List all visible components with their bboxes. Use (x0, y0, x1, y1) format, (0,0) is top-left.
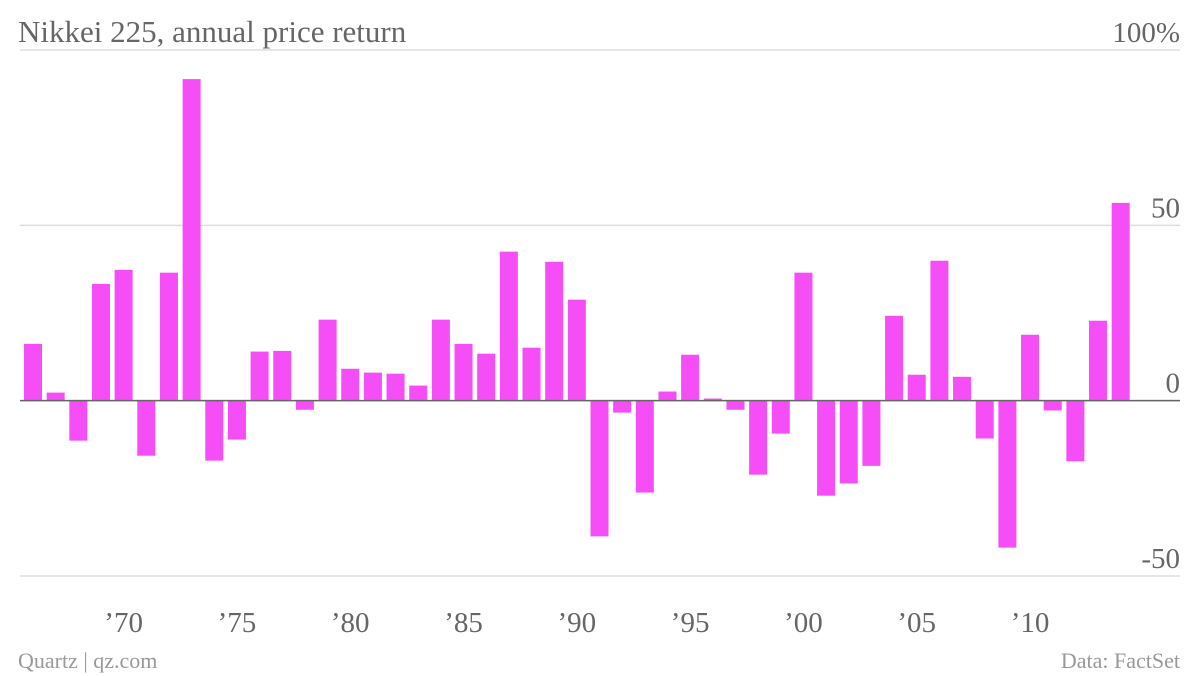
bar (885, 315, 904, 401)
y-tick-label: -50 (1141, 543, 1180, 575)
y-tick-label: 50 (1151, 192, 1180, 224)
bar (522, 347, 541, 401)
y-tick-label: 0 (1166, 368, 1181, 400)
source: Data: FactSet (1061, 648, 1180, 673)
bar (1066, 400, 1085, 462)
bar (363, 372, 382, 401)
bar (658, 391, 677, 401)
bar (613, 400, 632, 413)
bar (454, 343, 473, 401)
bar (635, 400, 654, 493)
bar (182, 79, 201, 401)
x-tick-label: ’70 (104, 607, 143, 639)
bar (930, 260, 949, 401)
bar (431, 319, 450, 401)
y-tick-label: 100% (1112, 17, 1180, 49)
x-tick-label: ’05 (897, 607, 936, 639)
chart-title: Nikkei 225, annual price return (18, 14, 407, 49)
bar (862, 400, 881, 466)
bar (953, 376, 972, 401)
bar (205, 400, 224, 461)
bar (590, 400, 609, 537)
bar (386, 373, 405, 401)
bar (1043, 400, 1062, 411)
bar (567, 299, 586, 401)
bar (998, 400, 1017, 548)
bar (1111, 202, 1130, 401)
bar (69, 400, 88, 441)
x-tick-label: ’90 (558, 607, 597, 639)
bar (341, 368, 360, 401)
x-tick-label: ’75 (218, 607, 257, 639)
bar (159, 272, 178, 401)
bar (794, 272, 813, 401)
bar (499, 251, 518, 401)
bar (24, 343, 42, 401)
bar (1021, 334, 1040, 401)
bar (295, 400, 314, 410)
bar (726, 400, 745, 410)
bar (907, 374, 926, 401)
bar (273, 350, 292, 401)
bar (703, 398, 722, 401)
bar (227, 400, 246, 440)
x-tick-label: ’10 (1011, 607, 1050, 639)
bar (114, 269, 133, 401)
x-tick-label: ’95 (671, 607, 710, 639)
bar (771, 400, 790, 434)
bar (817, 400, 836, 496)
bar (409, 385, 428, 401)
bar (1089, 320, 1108, 401)
x-tick-label: ’00 (784, 607, 823, 639)
bar (975, 400, 994, 439)
bar (46, 392, 65, 401)
bar (545, 261, 564, 401)
x-tick-label: ’80 (331, 607, 370, 639)
bar (839, 400, 858, 484)
bar (137, 400, 156, 456)
bar (318, 319, 337, 401)
bar (681, 354, 700, 401)
x-tick-label: ’85 (444, 607, 483, 639)
credit: Quartz | qz.com (18, 648, 157, 673)
bar (250, 351, 269, 401)
bar (91, 283, 110, 401)
bar (749, 400, 768, 475)
bar (477, 353, 496, 401)
